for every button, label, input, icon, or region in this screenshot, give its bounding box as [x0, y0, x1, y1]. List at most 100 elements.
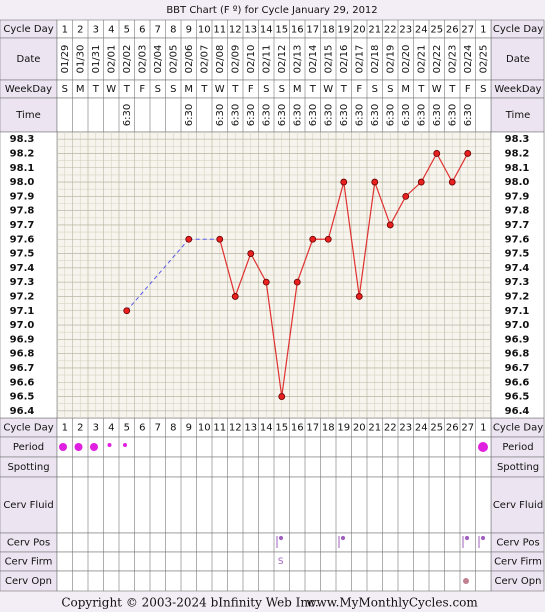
row-label-cell	[0, 476, 58, 534]
date: 02/03	[137, 45, 148, 74]
cycle-day: 21	[368, 25, 381, 36]
date: 02/17	[354, 45, 365, 74]
y-tick-label: 97.6	[10, 234, 35, 245]
cycle-day: 2	[77, 423, 83, 434]
cycle-day: 23	[399, 423, 412, 434]
cycle-day: 18	[322, 423, 335, 434]
row-label-cell	[490, 97, 545, 133]
cycle-day: 1	[480, 423, 486, 434]
date: 02/14	[308, 45, 319, 74]
time: 6:30	[354, 104, 365, 126]
cycle-day: 10	[198, 423, 211, 434]
weekday: F	[465, 84, 471, 95]
period-dot	[59, 443, 67, 451]
weekday: T	[123, 84, 131, 95]
date: 02/19	[385, 45, 396, 74]
time: 6:30	[122, 104, 133, 126]
date: 02/11	[261, 45, 272, 74]
row-label: Date	[506, 54, 530, 65]
temp-point	[417, 178, 425, 186]
cycle-day: 22	[384, 423, 397, 434]
cycle-day: 5	[124, 423, 130, 434]
period-dot	[90, 443, 98, 451]
row-label: Date	[17, 54, 41, 65]
weekday: S	[279, 84, 285, 95]
weekday: F	[356, 84, 362, 95]
cycle-day: 26	[446, 25, 459, 36]
weekday: T	[417, 84, 425, 95]
cycle-day: 5	[124, 25, 130, 36]
y-tick-label: 96.4	[10, 406, 35, 417]
row-label: Spotting	[497, 462, 539, 473]
date: 02/10	[246, 45, 257, 74]
date: 02/23	[447, 45, 458, 74]
cycle-day: 16	[291, 423, 304, 434]
weekday: F	[139, 84, 145, 95]
weekday: T	[448, 84, 456, 95]
cycle-day: 1	[62, 25, 68, 36]
weekday: T	[92, 84, 100, 95]
site-link: www.MyMonthlyCycles.com	[306, 596, 478, 610]
time: 6:30	[277, 104, 288, 126]
gap-line	[126, 238, 190, 312]
cycle-day: 23	[399, 25, 412, 36]
row-label: Cerv Opn	[495, 576, 542, 587]
cycle-day: 1	[480, 25, 486, 36]
weekday: F	[248, 84, 254, 95]
temp-point	[324, 235, 332, 243]
weekday: S	[155, 84, 161, 95]
y-tick-label: 98.1	[505, 163, 530, 174]
row-label: Cycle Day	[3, 24, 53, 35]
time: 6:30	[432, 104, 443, 126]
date: 02/09	[230, 45, 241, 74]
row-label: Cerv Pos	[496, 538, 539, 549]
cycle-day: 18	[322, 25, 335, 36]
cycle-day: 1	[62, 423, 68, 434]
cycle-day: 14	[260, 25, 273, 36]
temp-point	[247, 250, 255, 257]
y-tick-label: 97.4	[505, 263, 530, 274]
cycle-day: 9	[186, 25, 192, 36]
time: 6:30	[463, 104, 474, 126]
date: 01/30	[75, 45, 86, 74]
row-label: Cycle Day	[493, 24, 543, 35]
cycle-day: 24	[415, 423, 428, 434]
row-label: Cerv Opn	[5, 576, 52, 587]
period-dot	[74, 443, 83, 451]
time: 6:30	[230, 104, 241, 126]
time: 6:30	[447, 104, 458, 126]
cycle-day: 17	[306, 423, 319, 434]
cycle-day: 15	[275, 25, 288, 36]
row-label: Cerv Firm	[494, 557, 542, 568]
cycle-day: 7	[155, 423, 161, 434]
temp-point	[386, 221, 394, 229]
y-tick-label: 97.4	[10, 263, 35, 274]
time: 6:30	[339, 104, 350, 126]
y-tick-label: 97.9	[505, 191, 530, 202]
row-label: WeekDay	[5, 84, 52, 95]
temp-point	[309, 235, 317, 243]
row-label: Spotting	[7, 462, 49, 473]
row-label-cell	[0, 97, 58, 133]
temp-point	[371, 178, 379, 186]
temp-point	[448, 178, 456, 186]
copyright: Copyright © 2003-2024 bInfinity Web Inc.	[61, 596, 318, 610]
y-tick-label: 96.8	[10, 349, 35, 360]
y-tick-label: 98.2	[10, 148, 35, 159]
cerv-firm: S	[278, 557, 284, 567]
period-dot	[107, 443, 112, 447]
temp-point	[433, 150, 441, 157]
cycle-day: 6	[139, 25, 145, 36]
date: 02/20	[401, 45, 412, 74]
y-tick-label: 96.9	[505, 334, 530, 345]
weekday: W	[432, 84, 442, 95]
cycle-day: 22	[384, 25, 397, 36]
y-tick-label: 97.0	[10, 320, 35, 331]
cycle-day: 27	[461, 25, 474, 36]
y-tick-label: 98.1	[10, 163, 35, 174]
date: 02/01	[106, 45, 117, 74]
weekday: M	[76, 84, 85, 95]
time: 6:30	[292, 104, 303, 126]
time: 6:30	[308, 104, 319, 126]
date: 01/31	[91, 45, 102, 74]
